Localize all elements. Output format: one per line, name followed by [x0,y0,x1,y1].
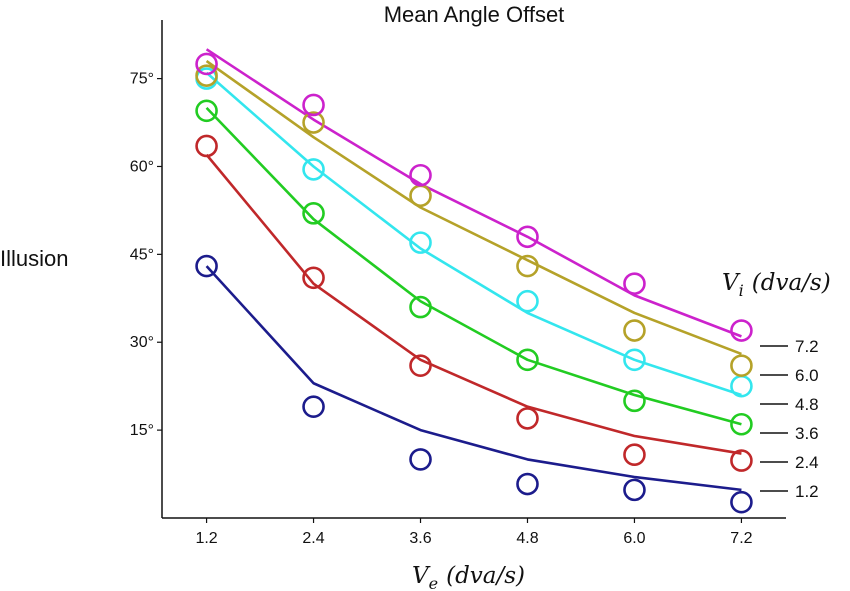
y-tick-label: 30° [130,334,154,351]
data-point-1.2 [730,490,753,514]
y-tick-label: 15° [130,422,154,439]
data-point-3.6 [516,348,539,372]
y-axis-label: Illusion [0,246,68,271]
data-point-2.4 [730,449,753,472]
x-axis-label: Ve (dva/s) [412,563,525,591]
data-point-6.0 [195,64,218,87]
x-tick-label: 1.2 [195,530,217,547]
legend-label: 3.6 [795,424,819,443]
data-point-3.6 [302,202,325,225]
series-line-4.8 [205,71,742,397]
data-point-6.0 [730,354,753,377]
legend-label: 7.2 [795,337,819,356]
data-point-2.4 [516,407,539,430]
x-tick-label: 2.4 [302,530,324,547]
data-point-4.8 [730,374,753,398]
legend-title: Vi (dva/s) [722,270,831,300]
legend-label: 2.4 [795,453,819,472]
data-point-2.4 [409,354,432,377]
data-point-4.8 [516,289,539,313]
chart-title: Mean Angle Offset [384,2,565,27]
data-point-6.0 [516,254,539,278]
series-line-2.4 [205,153,742,455]
data-point-7.2 [302,93,325,117]
data-point-1.2 [195,254,218,278]
y-tick-label: 45° [130,246,154,263]
data-point-3.6 [195,99,218,123]
series-line-1.2 [205,265,742,492]
y-tick-label: 60° [130,158,154,175]
data-point-6.0 [623,319,646,342]
data-point-2.4 [302,266,325,290]
x-tick-label: 7.2 [730,530,752,547]
x-tick-label: 6.0 [623,530,645,547]
x-tick-label: 4.8 [516,530,538,547]
legend-label: 6.0 [795,366,819,385]
data-point-3.6 [730,412,753,436]
data-point-3.6 [623,389,646,413]
legend-label: 4.8 [795,395,819,414]
y-ticks: 15° 30° 45° 60° 75° [130,71,162,439]
x-tick-label: 3.6 [409,530,431,547]
data-point-7.2 [516,225,539,249]
data-point-3.6 [409,295,432,319]
series-line-6.0 [205,59,742,356]
legend-label: 1.2 [795,482,819,501]
data-point-7.2 [195,52,218,76]
data-point-1.2 [516,472,539,496]
data-point-2.4 [195,134,218,158]
data-point-7.2 [409,163,432,187]
series-line-3.6 [205,106,742,426]
data-point-7.2 [730,319,753,342]
data-point-1.2 [409,448,432,471]
data-point-2.4 [623,443,646,467]
data-point-1.2 [302,395,325,418]
data-point-6.0 [409,184,432,208]
data-point-6.0 [302,111,325,134]
legend: 1.2 2.4 3.6 4.8 6.0 7.2 [760,337,819,501]
data-point-4.8 [623,348,646,372]
data-point-1.2 [623,478,646,502]
fit-lines [205,48,742,492]
y-tick-label: 75° [130,71,154,88]
series-line-7.2 [205,48,742,338]
x-ticks: 1.2 2.4 3.6 4.8 6.0 7.2 [195,518,753,547]
data-point-4.8 [302,158,325,181]
data-point-4.8 [409,231,432,254]
data-point-7.2 [623,272,646,295]
data-points [195,52,753,514]
